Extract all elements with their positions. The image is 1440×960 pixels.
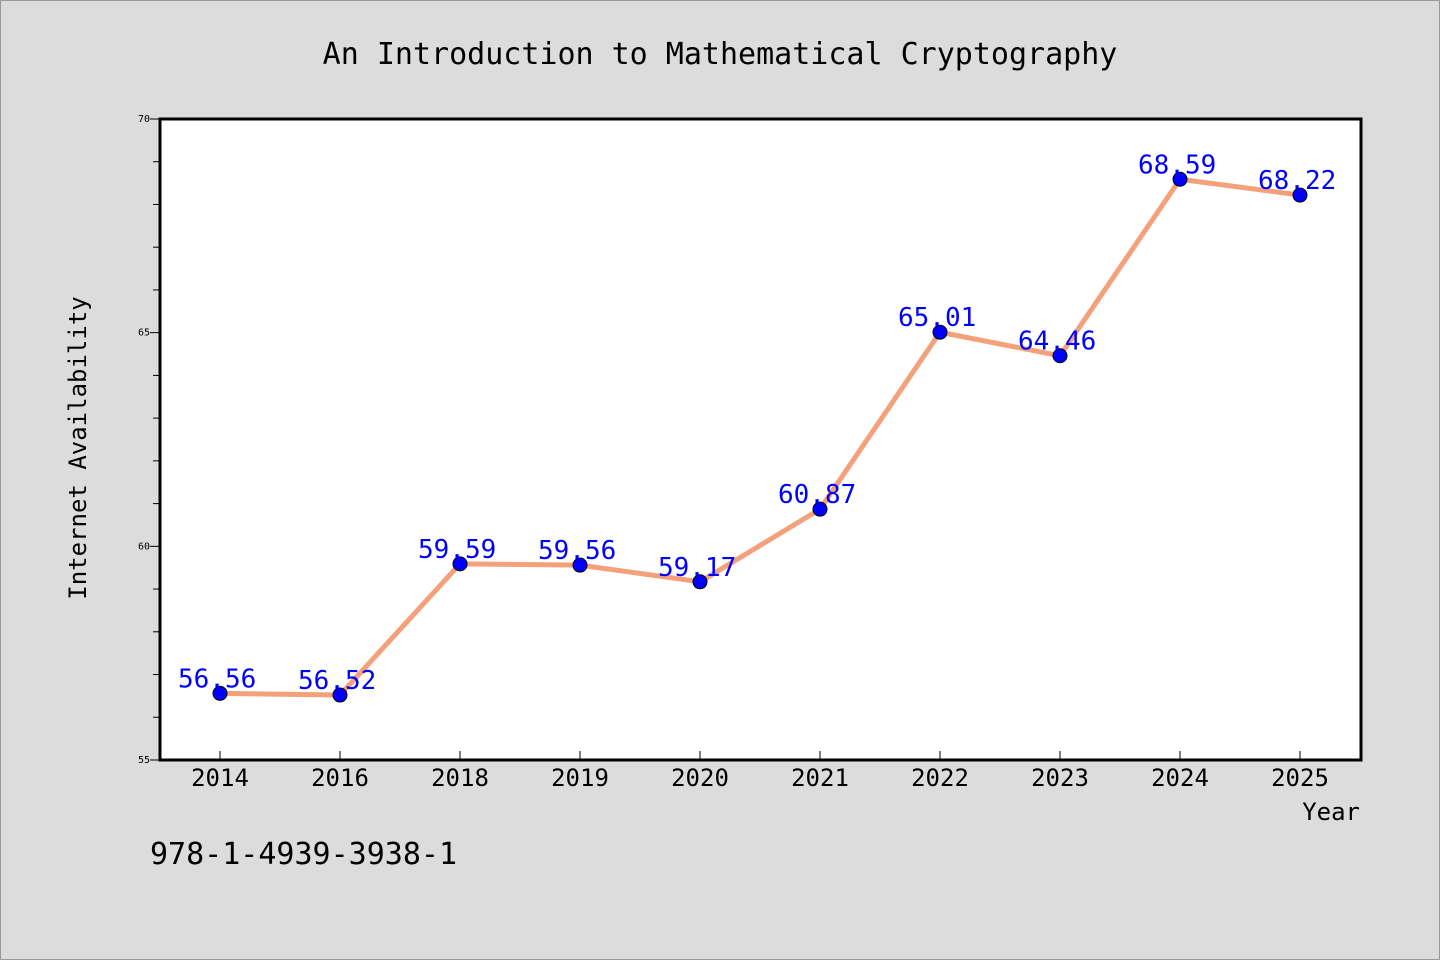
x-tick-label: 2016 — [311, 764, 369, 792]
data-point — [692, 574, 708, 590]
y-tick-label: 70 — [138, 114, 150, 125]
data-point — [1172, 171, 1188, 187]
data-point — [932, 324, 948, 340]
data-label: 65.01 — [898, 303, 976, 333]
x-tick-label: 2022 — [911, 764, 969, 792]
x-tick-label: 2021 — [791, 764, 849, 792]
data-label: 68.22 — [1258, 166, 1336, 196]
series-line-layer — [217, 176, 1303, 698]
data-point — [1292, 187, 1308, 203]
data-point — [1052, 348, 1068, 364]
x-tick-label: 2020 — [671, 764, 729, 792]
y-axis: 55 60 65 70 — [138, 114, 160, 766]
data-point — [452, 556, 468, 572]
data-label: 68.59 — [1138, 150, 1216, 180]
data-label: 56.56 — [178, 664, 256, 694]
data-label: 64.46 — [1018, 327, 1096, 357]
data-label: 60.87 — [778, 480, 856, 510]
series-line — [217, 176, 1303, 698]
x-tick-label: 2019 — [551, 764, 609, 792]
x-tick-label: 2018 — [431, 764, 489, 792]
x-tick-label: 2024 — [1151, 764, 1209, 792]
data-label: 59.56 — [538, 536, 616, 566]
x-tick-label: 2023 — [1031, 764, 1089, 792]
data-labels: 56.56 56.52 59.59 59.56 59.17 60.87 65.01 64.46… — [178, 150, 1336, 696]
y-tick-label: 65 — [138, 328, 150, 339]
data-label: 56.52 — [298, 666, 376, 696]
x-tick-label: 2025 — [1271, 764, 1329, 792]
x-tick-label: 2014 — [191, 764, 249, 792]
y-tick-label: 55 — [138, 755, 150, 766]
data-label: 59.59 — [418, 535, 496, 565]
data-point — [812, 501, 828, 517]
data-markers — [212, 171, 1308, 703]
isbn-footer: 978-1-4939-3938-1 — [150, 837, 457, 872]
chart-title: An Introduction to Mathematical Cryptogr… — [323, 37, 1118, 72]
data-point — [332, 687, 348, 703]
data-label: 59.17 — [658, 553, 736, 583]
x-axis: 2014 2016 2018 2019 2020 2021 2022 2023 2024 2025 — [191, 751, 1329, 792]
y-axis-label: Internet Availability — [64, 296, 92, 599]
data-point — [572, 557, 588, 573]
data-point — [212, 685, 228, 701]
plot-area — [158, 117, 1363, 762]
y-tick-label: 60 — [138, 541, 150, 552]
x-axis-label: Year — [1302, 798, 1360, 826]
